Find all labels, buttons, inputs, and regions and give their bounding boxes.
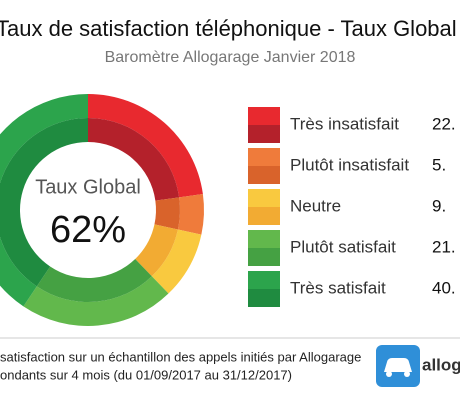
donut-segment <box>177 194 204 235</box>
logo-car <box>384 358 412 372</box>
legend-swatch <box>248 148 280 166</box>
value-label: 5. <box>432 155 446 174</box>
logo: alloga <box>376 345 460 387</box>
donut-segment-inner <box>0 118 88 287</box>
chart-title: Taux de satisfaction téléphonique - Taux… <box>0 16 457 41</box>
donut-segment <box>151 229 202 294</box>
legend-swatch <box>248 189 280 207</box>
legend-label: Plutôt satisfait <box>290 237 396 256</box>
legend-label: Plutôt insatisfait <box>290 155 409 174</box>
donut-segment-inner <box>154 197 180 230</box>
legend-swatch <box>248 166 280 184</box>
logo-text: alloga <box>422 355 460 374</box>
legend-swatch <box>248 248 280 266</box>
donut-segment <box>0 94 88 307</box>
donut-segment <box>88 94 203 198</box>
legend-swatch <box>248 107 280 125</box>
logo-wheel <box>404 371 410 377</box>
legend-swatch <box>248 289 280 307</box>
legend-label: Très insatisfait <box>290 114 399 133</box>
legend-label: Neutre <box>290 196 341 215</box>
legend-swatch <box>248 271 280 289</box>
donut-segment <box>23 276 169 327</box>
value-label: 9. <box>432 196 446 215</box>
legend-swatch <box>248 207 280 225</box>
footer-line: satisfaction sur un échantillon des appe… <box>0 349 361 364</box>
legend-swatch <box>248 125 280 143</box>
center-value: 62% <box>50 209 126 251</box>
value-label: 40. <box>432 278 456 297</box>
donut-segment-inner <box>88 118 180 201</box>
center-title: Taux Global <box>35 176 141 198</box>
value-label: 21. <box>432 237 456 256</box>
footer-line: ondants sur 4 mois (du 01/09/2017 au 31/… <box>0 367 292 382</box>
chart-subtitle: Baromètre Allogarage Janvier 2018 <box>105 49 356 66</box>
legend-swatch <box>248 230 280 248</box>
donut-segment-inner <box>135 224 178 277</box>
legend-label: Très satisfait <box>290 278 386 297</box>
logo-wheel <box>386 371 392 377</box>
donut-segment-inner <box>36 258 152 302</box>
value-label: 22. <box>432 114 456 133</box>
